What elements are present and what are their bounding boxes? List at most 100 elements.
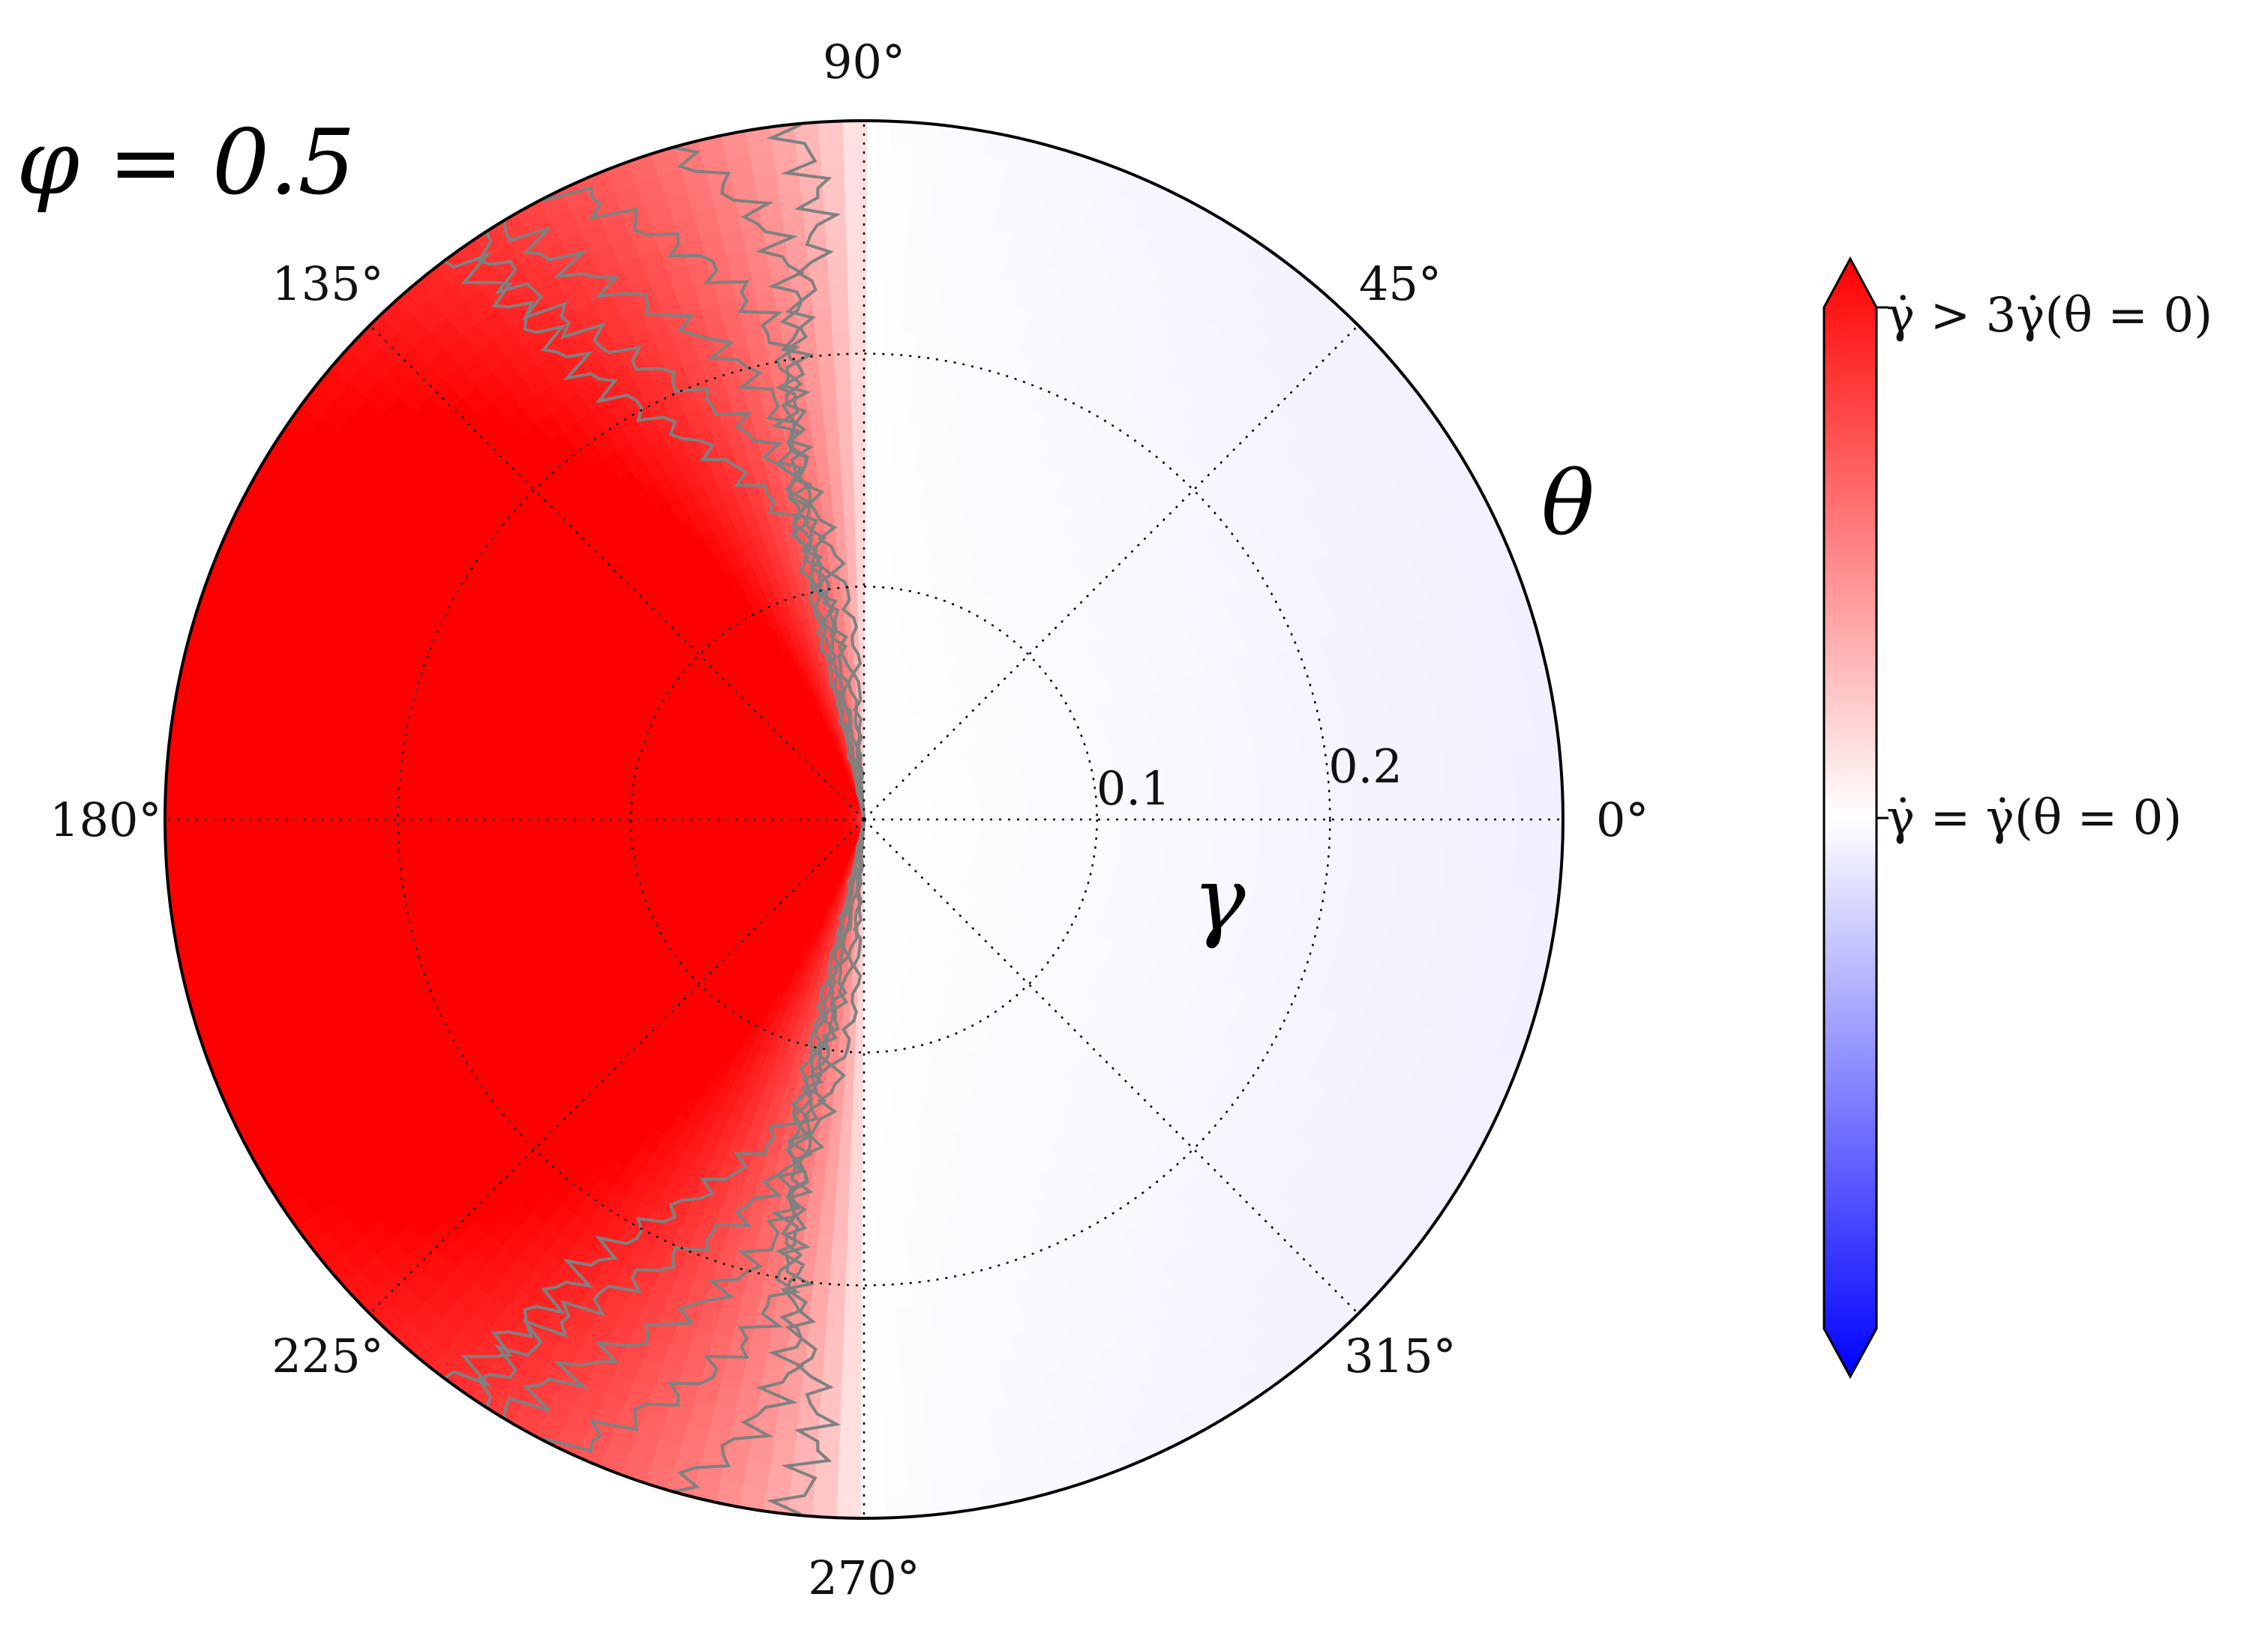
heatmap-cell — [908, 797, 932, 808]
heatmap-cell — [784, 700, 803, 724]
heatmap-cell — [868, 749, 874, 774]
heatmap-cell — [812, 952, 826, 978]
heatmap-cell — [1022, 912, 1047, 932]
heatmap-cell — [947, 857, 972, 872]
heatmap-cell — [728, 775, 754, 788]
heatmap-cell — [999, 779, 1025, 791]
heatmap-cell — [886, 823, 911, 830]
heatmap-cell — [849, 799, 864, 819]
heatmap-cell — [980, 804, 1005, 812]
heatmap-cell — [843, 776, 855, 799]
heatmap-cell — [978, 652, 1000, 678]
heatmap-cell — [887, 730, 900, 755]
heatmap-cell — [737, 909, 760, 930]
heatmap-cell — [852, 819, 864, 842]
heatmap-cell — [700, 813, 724, 820]
heatmap-cell — [938, 680, 957, 704]
heatmap-cell — [962, 973, 983, 999]
heatmap-cell — [762, 929, 783, 953]
heatmap-cell — [914, 754, 934, 773]
heatmap-cell — [732, 993, 754, 1019]
heatmap-cell — [775, 963, 794, 988]
heatmap-cell — [806, 688, 821, 714]
heatmap-cell — [748, 838, 774, 849]
heatmap-cell — [842, 776, 854, 799]
heatmap-cell — [950, 926, 970, 949]
heatmap-cell — [878, 781, 895, 802]
heatmap-cell — [758, 690, 778, 713]
heatmap-cell — [908, 747, 928, 768]
heatmap-cell — [797, 793, 821, 804]
heatmap-cell — [842, 806, 864, 819]
heatmap-cell — [864, 805, 885, 819]
heatmap-cell — [878, 783, 896, 802]
heatmap-cell — [798, 790, 822, 802]
heatmap-cell — [864, 819, 878, 841]
heatmap-cell — [997, 857, 1022, 871]
heatmap-cell — [657, 917, 683, 938]
heatmap-cell — [730, 900, 754, 921]
heatmap-cell — [752, 728, 776, 748]
heatmap-cell — [760, 605, 780, 632]
heatmap-cell — [956, 977, 976, 1002]
heatmap-cell — [650, 903, 676, 923]
heatmap-cell — [1017, 754, 1042, 770]
heatmap-cell — [826, 789, 847, 805]
heatmap-cell — [881, 787, 901, 805]
heatmap-cell — [778, 778, 802, 792]
heatmap-cell — [747, 884, 770, 903]
heatmap-cell — [1049, 825, 1075, 835]
heatmap-cell — [998, 905, 1024, 925]
heatmap-cell — [1329, 817, 1354, 839]
heatmap-cell — [938, 711, 959, 733]
heatmap-cell — [879, 680, 890, 706]
heatmap-cell — [928, 734, 950, 756]
heatmap-cell — [831, 909, 842, 934]
heatmap-cell — [955, 609, 975, 635]
heatmap-cell — [900, 775, 922, 793]
heatmap-cell — [818, 855, 836, 876]
heatmap-cell — [974, 851, 1000, 864]
heatmap-cell — [923, 729, 944, 751]
heatmap-cell — [864, 819, 886, 833]
heatmap-cell — [746, 825, 772, 832]
heatmap-cell — [870, 841, 879, 865]
heatmap-cell — [897, 954, 910, 979]
heatmap-cell — [677, 713, 704, 733]
heatmap-cell — [820, 855, 837, 877]
heatmap-cell — [781, 648, 799, 673]
heatmap-cell — [802, 924, 818, 948]
heatmap-cell — [894, 735, 909, 758]
heatmap-cell — [1069, 769, 1095, 784]
heatmap-cell — [916, 894, 934, 918]
heatmap-cell — [680, 852, 706, 866]
heatmap-cell — [833, 781, 850, 802]
heatmap-cell — [722, 732, 746, 751]
heatmap-cell — [797, 896, 815, 920]
heatmap-cell — [903, 781, 926, 797]
heatmap-cell — [844, 819, 864, 834]
heatmap-cell — [875, 888, 884, 912]
heatmap-cell — [816, 817, 841, 820]
heatmap-cell — [784, 992, 801, 1018]
heatmap-cell — [791, 669, 808, 694]
heatmap-cell — [934, 743, 957, 763]
heatmap-cell — [868, 773, 876, 797]
heatmap-cell — [849, 841, 858, 865]
heatmap-cell — [992, 634, 1016, 660]
heatmap-cell — [944, 657, 964, 682]
heatmap-cell — [896, 930, 908, 955]
heatmap-cell — [934, 819, 958, 823]
heatmap-cell — [892, 707, 905, 733]
heatmap-cell — [796, 831, 820, 842]
heatmap-cell — [739, 969, 760, 995]
heatmap-cell — [880, 786, 900, 805]
heatmap-cell — [827, 787, 847, 805]
heatmap-cell — [887, 819, 912, 822]
heatmap-cell — [907, 793, 931, 804]
heatmap-cell — [819, 827, 843, 837]
heatmap-cell — [1006, 933, 1031, 956]
heatmap-cell — [815, 904, 830, 929]
heatmap-cell — [889, 908, 901, 933]
heatmap-cell — [766, 715, 787, 736]
